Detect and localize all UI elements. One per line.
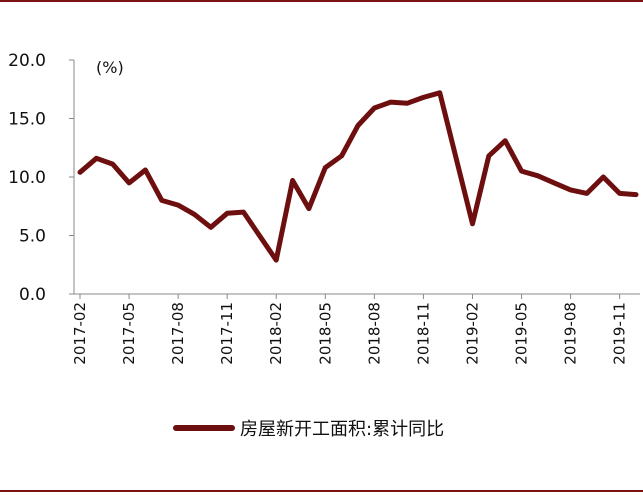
x-tick-label: 2017-05: [120, 302, 138, 365]
x-tick-label: 2019-05: [513, 302, 531, 365]
data-point: [110, 162, 115, 167]
bottom-rule: [0, 490, 643, 492]
x-tick-label: 2019-11: [611, 302, 629, 365]
data-point: [486, 153, 491, 158]
data-point: [535, 173, 540, 178]
data-point: [601, 175, 606, 179]
data-point: [617, 191, 622, 196]
data-point: [143, 168, 148, 172]
data-point: [306, 206, 311, 211]
x-tick-label: 2019-08: [562, 302, 580, 365]
x-tick-label: 2017-08: [169, 302, 187, 365]
data-point: [323, 165, 328, 170]
x-tick-label: 2019-02: [463, 302, 481, 365]
data-point: [176, 203, 181, 208]
data-point: [78, 170, 82, 175]
y-tick-label: 20.0: [8, 51, 46, 71]
data-point: [405, 101, 410, 106]
data-point: [568, 187, 573, 192]
data-point: [421, 95, 426, 100]
data-point: [192, 212, 197, 217]
data-point: [159, 198, 164, 203]
x-tick-label: 2018-11: [414, 302, 432, 365]
x-tick-label: 2018-05: [316, 302, 334, 365]
legend-label: 房屋新开工面积:累计同比: [240, 419, 444, 440]
data-point: [470, 221, 475, 226]
data-point: [388, 100, 393, 105]
data-point: [94, 156, 99, 161]
data-point: [225, 211, 230, 216]
y-tick-label: 5.0: [19, 227, 46, 247]
data-point: [241, 210, 246, 215]
x-tick-label: 2018-08: [365, 302, 383, 365]
data-point: [634, 192, 638, 197]
x-tick-label: 2017-02: [71, 302, 89, 365]
y-unit-label: (%): [96, 58, 124, 77]
data-point: [503, 138, 508, 143]
series-line: [77, 90, 639, 263]
data-point: [274, 258, 279, 263]
y-tick-label: 15.0: [8, 110, 46, 130]
data-point: [519, 169, 524, 174]
data-point: [584, 191, 589, 196]
top-rule: [0, 0, 643, 2]
data-point: [552, 180, 557, 185]
data-point: [290, 178, 295, 183]
data-point: [372, 106, 377, 110]
data-point: [127, 180, 132, 185]
y-tick-label: 0.0: [19, 285, 46, 305]
data-point: [208, 225, 213, 230]
x-tick-label: 2018-02: [267, 302, 285, 365]
data-point: [437, 90, 442, 95]
y-tick-label: 10.0: [8, 168, 46, 188]
x-tick-label: 2017-11: [218, 302, 236, 365]
data-point: [356, 123, 360, 128]
data-point: [339, 153, 344, 158]
